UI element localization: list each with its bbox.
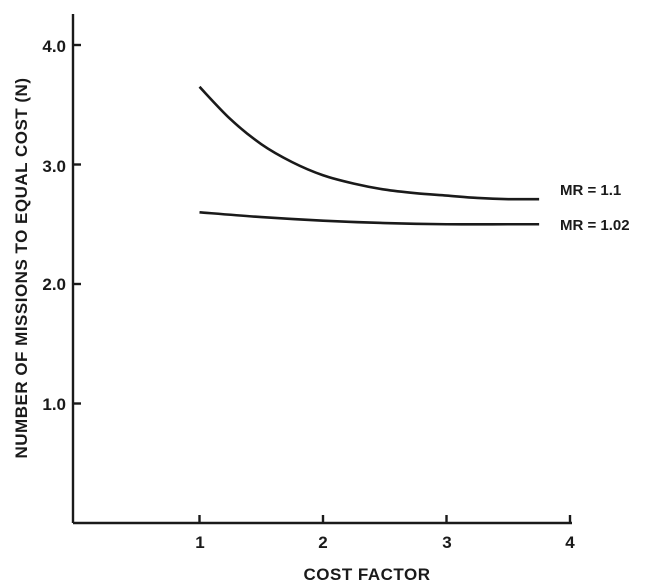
y-tick-label: 2.0 (42, 275, 66, 294)
series-lines (198, 85, 540, 226)
x-axis-title: COST FACTOR (303, 565, 430, 582)
series-label-mr-1-02: MR = 1.02 (560, 217, 630, 234)
axis-tick-labels: 1 2 3 4 1.0 2.0 3.0 4.0 (42, 37, 575, 552)
axis-ticks (73, 43, 572, 523)
y-tick-label: 1.0 (42, 395, 66, 414)
y-tick-label: 4.0 (42, 37, 66, 56)
x-tick-label: 2 (318, 533, 327, 552)
x-tick-label: 4 (565, 533, 575, 552)
series-line-1 (199, 211, 540, 226)
y-axis-title: NUMBER OF MISSIONS TO EQUAL COST (N) (12, 78, 31, 459)
x-tick-label: 3 (442, 533, 451, 552)
y-tick-label: 3.0 (42, 157, 66, 176)
series-label-mr-1-1: MR = 1.1 (560, 182, 621, 199)
x-tick-label: 1 (195, 533, 204, 552)
series-line-0 (198, 85, 540, 201)
